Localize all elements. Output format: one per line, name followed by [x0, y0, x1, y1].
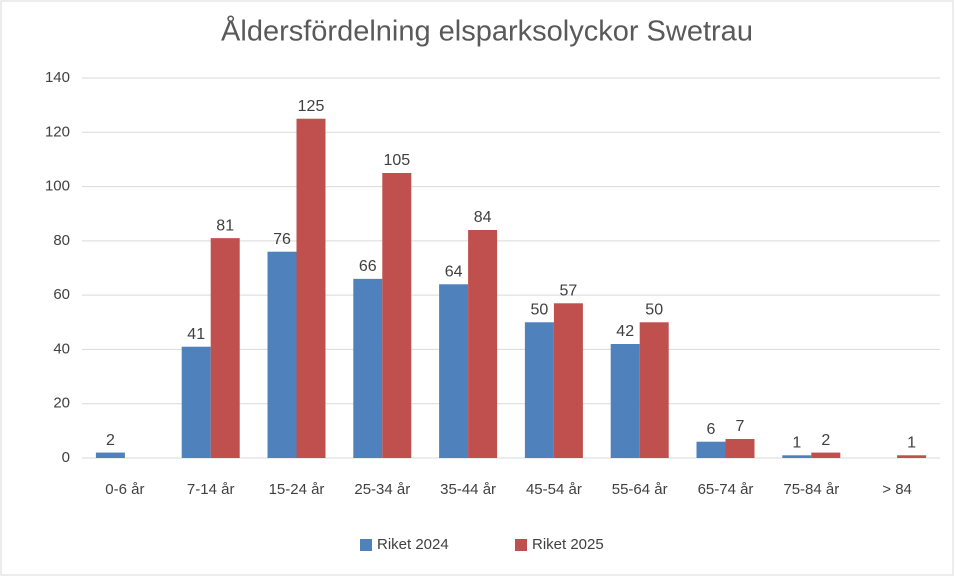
- data-label: 76: [273, 231, 291, 248]
- y-tick-label: 20: [53, 395, 70, 412]
- y-tick-label: 120: [45, 123, 70, 140]
- x-tick-label: 45-54 år: [526, 481, 582, 498]
- data-label: 125: [298, 98, 325, 115]
- x-tick-label: 35-44 år: [440, 481, 496, 498]
- bar: [553, 303, 583, 458]
- bar: [639, 322, 669, 458]
- data-label: 105: [383, 152, 410, 169]
- legend-label: Riket 2025: [532, 536, 604, 553]
- data-label: 41: [187, 326, 205, 343]
- data-label: 1: [907, 435, 916, 452]
- bar: [267, 251, 297, 458]
- data-label: 2: [821, 432, 830, 449]
- chart-title: Åldersfördelning elsparksolyckor Swetrau: [221, 15, 753, 48]
- bar: [296, 118, 326, 458]
- legend-swatch: [515, 539, 527, 551]
- x-tick-label: 15-24 år: [269, 481, 325, 498]
- bar: [811, 452, 841, 458]
- x-tick-label: 25-34 år: [354, 481, 410, 498]
- data-label: 57: [560, 283, 578, 300]
- bar: [439, 284, 469, 458]
- data-label: 64: [445, 264, 463, 281]
- y-tick-label: 100: [45, 178, 70, 195]
- x-tick-label: 0-6 år: [105, 481, 144, 498]
- data-label: 2: [106, 432, 115, 449]
- bar: [382, 173, 412, 458]
- bar: [95, 452, 125, 458]
- x-tick-label: > 84: [882, 481, 912, 498]
- y-tick-label: 40: [53, 340, 70, 357]
- bar: [353, 278, 383, 458]
- data-label: 1: [792, 435, 801, 452]
- x-tick-label: 7-14 år: [187, 481, 235, 498]
- y-tick-label: 0: [62, 449, 70, 466]
- bar: [524, 322, 554, 458]
- bar: [181, 346, 211, 458]
- y-tick-label: 60: [53, 286, 70, 303]
- y-tick-label: 140: [45, 69, 70, 86]
- bar: [696, 441, 726, 458]
- y-tick-label: 80: [53, 232, 70, 249]
- data-label: 6: [707, 421, 716, 438]
- bar: [782, 455, 812, 458]
- data-label: 50: [645, 302, 663, 319]
- data-label: 66: [359, 258, 377, 275]
- bar: [725, 439, 755, 458]
- data-label: 7: [736, 418, 745, 435]
- bar: [468, 230, 498, 458]
- data-label: 81: [216, 217, 234, 234]
- x-tick-label: 55-64 år: [612, 481, 668, 498]
- bar: [610, 344, 640, 458]
- bar: [210, 238, 240, 458]
- x-tick-label: 65-74 år: [698, 481, 754, 498]
- legend-swatch: [360, 539, 372, 551]
- legend-label: Riket 2024: [377, 536, 449, 553]
- data-label: 84: [474, 209, 492, 226]
- bar: [897, 455, 927, 458]
- data-label: 42: [616, 323, 634, 340]
- data-label: 50: [531, 302, 549, 319]
- x-tick-label: 75-84 år: [783, 481, 839, 498]
